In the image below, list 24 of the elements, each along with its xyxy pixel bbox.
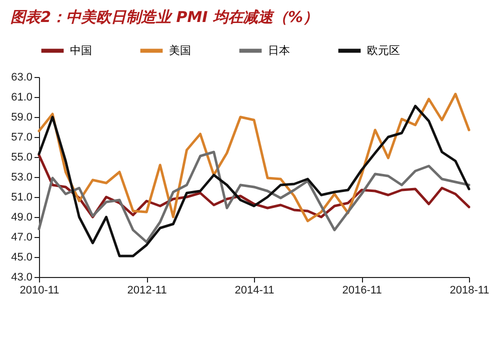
legend-label: 中国 xyxy=(70,44,92,57)
line-series xyxy=(38,92,470,222)
legend-label: 欧元区 xyxy=(367,44,400,57)
line-series xyxy=(38,104,470,258)
y-tick-label: 61.0 xyxy=(11,92,32,104)
legend-label: 美国 xyxy=(169,44,191,57)
legend-label: 日本 xyxy=(268,44,290,57)
x-tick-label: 2012-11 xyxy=(127,284,167,296)
x-tick-label: 2010-11 xyxy=(20,284,60,296)
x-tick-label: 2016-11 xyxy=(342,284,382,296)
y-tick-label: 47.0 xyxy=(11,232,32,244)
chart-title: 图表2：中美欧日制造业 PMI 均在减速（%） xyxy=(10,8,318,26)
x-tick-label: 2018-11 xyxy=(450,284,490,296)
y-tick-label: 49.0 xyxy=(11,212,32,224)
y-tick-label: 55.0 xyxy=(11,152,32,164)
line-series xyxy=(38,150,470,244)
y-tick-label: 59.0 xyxy=(11,112,32,124)
y-tick-label: 53.0 xyxy=(11,172,32,184)
y-tick-label: 51.0 xyxy=(11,192,32,204)
x-tick-label: 2014-11 xyxy=(234,284,274,296)
y-tick-label: 57.0 xyxy=(11,132,32,144)
y-tick-label: 45.0 xyxy=(11,252,32,264)
y-tick-label: 63.0 xyxy=(11,72,32,84)
y-tick-label: 43.0 xyxy=(11,272,32,284)
